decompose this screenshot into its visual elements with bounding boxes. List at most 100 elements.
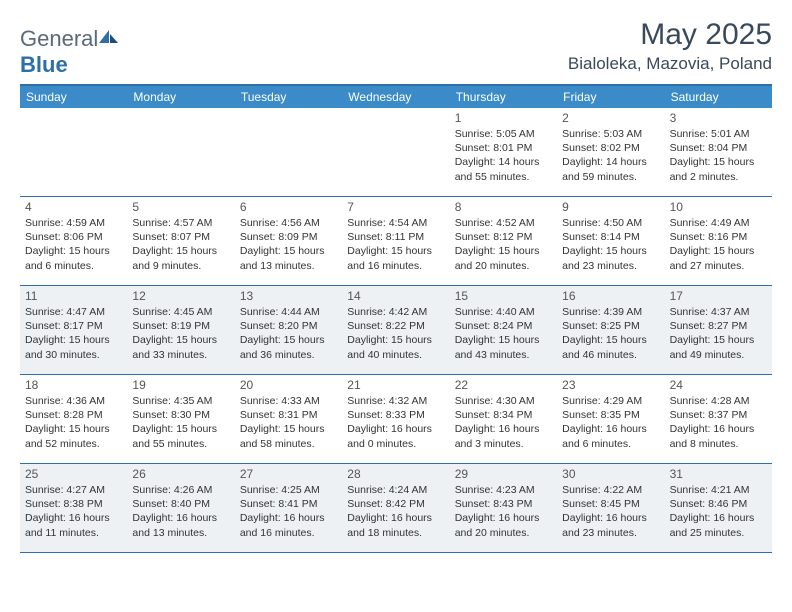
day-cell: 28 Sunrise: 4:24 AMSunset: 8:42 PMDayligh…	[342, 464, 449, 552]
day-number: 27	[240, 467, 337, 481]
day-cell: 20 Sunrise: 4:33 AMSunset: 8:31 PMDayligh…	[235, 375, 342, 463]
day-info: Sunrise: 4:21 AMSunset: 8:46 PMDaylight:…	[670, 483, 767, 540]
title-block: May 2025 Bialoleka, Mazovia, Poland	[568, 18, 772, 74]
day-cell: 21 Sunrise: 4:32 AMSunset: 8:33 PMDayligh…	[342, 375, 449, 463]
day-cell: 29 Sunrise: 4:23 AMSunset: 8:43 PMDayligh…	[450, 464, 557, 552]
day-number: 24	[670, 378, 767, 392]
day-info: Sunrise: 4:27 AMSunset: 8:38 PMDaylight:…	[25, 483, 122, 540]
day-info: Sunrise: 4:39 AMSunset: 8:25 PMDaylight:…	[562, 305, 659, 362]
day-cell: 31Sunrise: 4:21 AMSunset: 8:46 PMDayligh…	[665, 464, 772, 552]
day-info: Sunrise: 4:35 AMSunset: 8:30 PMDaylight:…	[132, 394, 229, 451]
day-cell: 10 Sunrise: 4:49 AMSunset: 8:16 PMDayligh…	[665, 197, 772, 285]
day-cell: 18Sunrise: 4:36 AMSunset: 8:28 PMDayligh…	[20, 375, 127, 463]
day-number: 9	[562, 200, 659, 214]
week-row: 11 Sunrise: 4:47 AMSunset: 8:17 PMDayligh…	[20, 286, 772, 375]
dow-cell: Tuesday	[235, 86, 342, 108]
day-info: Sunrise: 5:05 AMSunset: 8:01 PMDaylight:…	[455, 127, 552, 184]
day-number: 23	[562, 378, 659, 392]
dow-cell: Friday	[557, 86, 664, 108]
day-cell	[235, 108, 342, 196]
day-number: 20	[240, 378, 337, 392]
day-info: Sunrise: 4:23 AMSunset: 8:43 PMDaylight:…	[455, 483, 552, 540]
day-info: Sunrise: 4:25 AMSunset: 8:41 PMDaylight:…	[240, 483, 337, 540]
day-number: 4	[25, 200, 122, 214]
day-cell	[127, 108, 234, 196]
day-info: Sunrise: 4:47 AMSunset: 8:17 PMDaylight:…	[25, 305, 122, 362]
day-cell: 11 Sunrise: 4:47 AMSunset: 8:17 PMDayligh…	[20, 286, 127, 374]
day-number: 11	[25, 289, 122, 303]
day-cell: 24 Sunrise: 4:28 AMSunset: 8:37 PMDayligh…	[665, 375, 772, 463]
day-number: 3	[670, 111, 767, 125]
day-info: Sunrise: 4:44 AMSunset: 8:20 PMDaylight:…	[240, 305, 337, 362]
day-info: Sunrise: 4:22 AMSunset: 8:45 PMDaylight:…	[562, 483, 659, 540]
day-number: 7	[347, 200, 444, 214]
day-number: 22	[455, 378, 552, 392]
day-info: Sunrise: 4:28 AMSunset: 8:37 PMDaylight:…	[670, 394, 767, 451]
dow-row: SundayMondayTuesdayWednesdayThursdayFrid…	[20, 86, 772, 108]
day-cell: 30 Sunrise: 4:22 AMSunset: 8:45 PMDayligh…	[557, 464, 664, 552]
day-number: 13	[240, 289, 337, 303]
day-number: 19	[132, 378, 229, 392]
day-info: Sunrise: 4:45 AMSunset: 8:19 PMDaylight:…	[132, 305, 229, 362]
day-cell: 5 Sunrise: 4:57 AMSunset: 8:07 PMDaylight…	[127, 197, 234, 285]
day-number: 10	[670, 200, 767, 214]
day-info: Sunrise: 4:30 AMSunset: 8:34 PMDaylight:…	[455, 394, 552, 451]
day-cell: 17Sunrise: 4:37 AMSunset: 8:27 PMDayligh…	[665, 286, 772, 374]
day-number: 30	[562, 467, 659, 481]
day-cell: 25 Sunrise: 4:27 AMSunset: 8:38 PMDayligh…	[20, 464, 127, 552]
dow-cell: Monday	[127, 86, 234, 108]
day-info: Sunrise: 5:03 AMSunset: 8:02 PMDaylight:…	[562, 127, 659, 184]
day-info: Sunrise: 4:24 AMSunset: 8:42 PMDaylight:…	[347, 483, 444, 540]
day-info: Sunrise: 4:40 AMSunset: 8:24 PMDaylight:…	[455, 305, 552, 362]
brand-name: General Blue	[20, 26, 120, 78]
brand-name-right: Blue	[20, 52, 68, 77]
day-info: Sunrise: 4:37 AMSunset: 8:27 PMDaylight:…	[670, 305, 767, 362]
day-cell: 9 Sunrise: 4:50 AMSunset: 8:14 PMDaylight…	[557, 197, 664, 285]
day-number: 25	[25, 467, 122, 481]
day-info: Sunrise: 4:54 AMSunset: 8:11 PMDaylight:…	[347, 216, 444, 273]
day-cell: 1 Sunrise: 5:05 AMSunset: 8:01 PMDaylight…	[450, 108, 557, 196]
day-cell: 19 Sunrise: 4:35 AMSunset: 8:30 PMDayligh…	[127, 375, 234, 463]
month-title: May 2025	[568, 18, 772, 52]
day-info: Sunrise: 4:29 AMSunset: 8:35 PMDaylight:…	[562, 394, 659, 451]
day-cell: 15Sunrise: 4:40 AMSunset: 8:24 PMDayligh…	[450, 286, 557, 374]
dow-cell: Sunday	[20, 86, 127, 108]
day-cell: 26Sunrise: 4:26 AMSunset: 8:40 PMDayligh…	[127, 464, 234, 552]
day-info: Sunrise: 4:42 AMSunset: 8:22 PMDaylight:…	[347, 305, 444, 362]
day-number: 18	[25, 378, 122, 392]
brand-name-left: General	[20, 26, 98, 51]
day-info: Sunrise: 4:59 AMSunset: 8:06 PMDaylight:…	[25, 216, 122, 273]
day-number: 26	[132, 467, 229, 481]
day-info: Sunrise: 4:50 AMSunset: 8:14 PMDaylight:…	[562, 216, 659, 273]
day-number: 5	[132, 200, 229, 214]
week-row: 4 Sunrise: 4:59 AMSunset: 8:06 PMDaylight…	[20, 197, 772, 286]
calendar: SundayMondayTuesdayWednesdayThursdayFrid…	[20, 84, 772, 553]
weeks-container: 1 Sunrise: 5:05 AMSunset: 8:01 PMDaylight…	[20, 108, 772, 553]
day-number: 1	[455, 111, 552, 125]
day-number: 2	[562, 111, 659, 125]
day-number: 8	[455, 200, 552, 214]
day-cell: 4 Sunrise: 4:59 AMSunset: 8:06 PMDaylight…	[20, 197, 127, 285]
day-number: 21	[347, 378, 444, 392]
day-number: 29	[455, 467, 552, 481]
day-cell: 12Sunrise: 4:45 AMSunset: 8:19 PMDayligh…	[127, 286, 234, 374]
day-info: Sunrise: 4:56 AMSunset: 8:09 PMDaylight:…	[240, 216, 337, 273]
week-row: 1 Sunrise: 5:05 AMSunset: 8:01 PMDaylight…	[20, 108, 772, 197]
dow-cell: Wednesday	[342, 86, 449, 108]
day-cell: 3 Sunrise: 5:01 AMSunset: 8:04 PMDaylight…	[665, 108, 772, 196]
day-info: Sunrise: 4:57 AMSunset: 8:07 PMDaylight:…	[132, 216, 229, 273]
week-row: 25 Sunrise: 4:27 AMSunset: 8:38 PMDayligh…	[20, 464, 772, 553]
day-cell: 13 Sunrise: 4:44 AMSunset: 8:20 PMDayligh…	[235, 286, 342, 374]
day-cell: 6 Sunrise: 4:56 AMSunset: 8:09 PMDaylight…	[235, 197, 342, 285]
day-cell: 2 Sunrise: 5:03 AMSunset: 8:02 PMDaylight…	[557, 108, 664, 196]
day-info: Sunrise: 5:01 AMSunset: 8:04 PMDaylight:…	[670, 127, 767, 184]
day-cell: 23 Sunrise: 4:29 AMSunset: 8:35 PMDayligh…	[557, 375, 664, 463]
day-number: 28	[347, 467, 444, 481]
day-info: Sunrise: 4:33 AMSunset: 8:31 PMDaylight:…	[240, 394, 337, 451]
day-number: 16	[562, 289, 659, 303]
day-info: Sunrise: 4:32 AMSunset: 8:33 PMDaylight:…	[347, 394, 444, 451]
day-cell: 27 Sunrise: 4:25 AMSunset: 8:41 PMDayligh…	[235, 464, 342, 552]
day-info: Sunrise: 4:49 AMSunset: 8:16 PMDaylight:…	[670, 216, 767, 273]
week-row: 18Sunrise: 4:36 AMSunset: 8:28 PMDayligh…	[20, 375, 772, 464]
day-number: 6	[240, 200, 337, 214]
